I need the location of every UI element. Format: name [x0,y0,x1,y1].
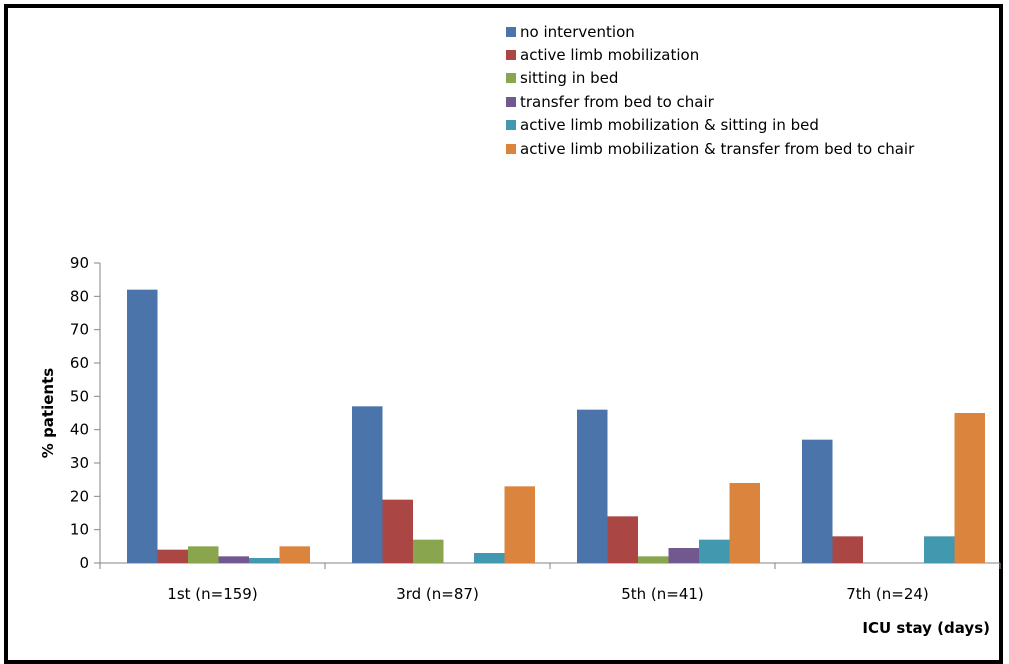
y-tick-label: 0 [79,554,89,572]
y-tick-label: 70 [70,321,89,339]
legend-swatch [506,143,516,154]
y-tick-label: 40 [70,421,89,439]
y-axis: 0 10 20 30 40 50 60 70 80 90 [70,254,101,572]
y-tick-label: 90 [70,254,89,272]
x-tick-label: 7th (n=24) [846,585,929,603]
legend-label: active limb mobilization & transfer from… [520,139,915,158]
x-tick-label: 1st (n=159) [167,585,257,603]
x-tick-label: 3rd (n=87) [396,585,479,603]
bar [954,413,985,563]
bar [249,558,280,563]
bar [474,553,505,563]
legend-item: no intervention [506,20,914,43]
bar [699,539,730,563]
bar [668,548,699,563]
legend-item: active limb mobilization & sitting in be… [506,114,914,137]
x-axis: 1st (n=159) 3rd (n=87) 5th (n=41) 7th (n=24… [99,562,1001,603]
bar [188,546,219,563]
y-tick-label: 80 [70,287,89,305]
y-tick-label: 30 [70,454,89,472]
legend-swatch [506,96,516,107]
x-axis-title: ICU stay (days) [862,619,990,637]
legend-item: active limb mobilization [506,43,914,66]
y-tick-label: 10 [70,521,89,539]
bar [157,549,188,563]
legend-label: no intervention [520,22,635,41]
x-tick-label: 5th (n=41) [621,585,704,603]
bar [218,556,249,563]
bar [607,516,638,563]
bar [127,289,158,563]
y-tick-label: 60 [70,354,89,372]
bar [802,439,833,563]
legend-label: transfer from bed to chair [520,92,714,111]
bar [638,556,669,563]
bar [832,536,863,563]
bar [413,539,444,563]
legend-swatch [506,26,516,37]
legend: no intervention active limb mobilization s… [506,20,914,160]
bar [924,536,955,563]
legend-item: transfer from bed to chair [506,90,914,113]
y-tick-label: 50 [70,387,89,405]
bar [577,409,608,563]
legend-swatch [506,50,516,61]
legend-label: active limb mobilization [520,46,700,65]
legend-item: sitting in bed [506,67,914,90]
bar [279,546,310,563]
legend-label: active limb mobilization & sitting in be… [520,116,819,135]
bar [382,499,413,563]
legend-item: active limb mobilization & transfer from… [506,137,914,160]
legend-label: sitting in bed [520,69,619,88]
bar [504,486,535,563]
bar [729,483,760,563]
legend-swatch [506,73,516,84]
bars [127,289,985,563]
y-tick-label: 20 [70,487,89,505]
y-axis-title: % patients [39,368,57,458]
bar [352,406,383,563]
legend-swatch [506,120,516,131]
